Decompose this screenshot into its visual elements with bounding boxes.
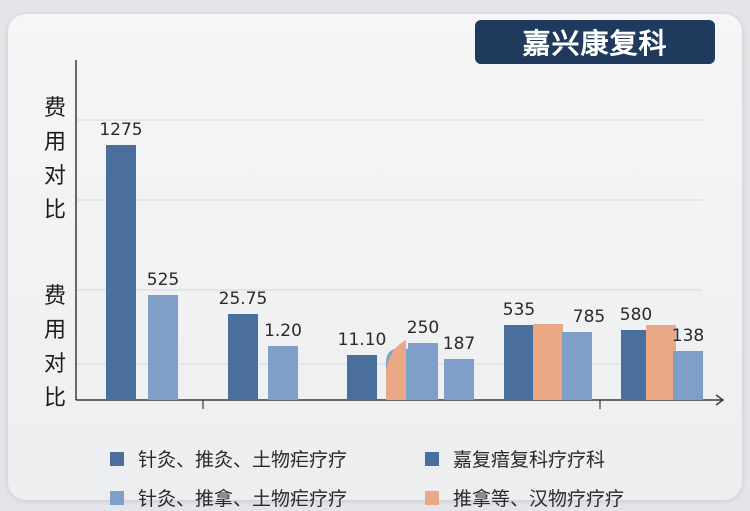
bar bbox=[533, 324, 563, 400]
legend-label-3: 针灸、推拿、土物疟疗疗 bbox=[138, 488, 348, 510]
bar bbox=[148, 295, 178, 400]
y-axis-label-top: 费用对比 bbox=[43, 96, 66, 223]
bar-value-label: 187 bbox=[443, 334, 475, 354]
legend-item-3: 针灸、推拿、土物疟疗疗 bbox=[110, 484, 347, 511]
bar bbox=[673, 351, 703, 400]
legend-item-4: 推拿等、汉物疗疗疗 bbox=[425, 484, 624, 511]
bar bbox=[408, 343, 438, 400]
legend-item-1: 针灸、推灸、土物疟疗疗 bbox=[110, 445, 347, 472]
bar-overlay bbox=[386, 340, 406, 400]
bar-value-label: 580 bbox=[620, 305, 652, 325]
bar bbox=[347, 355, 377, 400]
bar bbox=[444, 359, 474, 400]
chart-title: 嘉兴康复科 bbox=[522, 27, 668, 60]
legend-swatch-4 bbox=[425, 490, 439, 505]
legend-label-4: 推拿等、汉物疗疗疗 bbox=[453, 488, 625, 510]
bar-value-label: 25.75 bbox=[219, 289, 268, 309]
bar-value-label: 785 bbox=[573, 307, 605, 327]
bar-value-label: 1275 bbox=[99, 120, 142, 140]
bar-value-label: 535 bbox=[503, 300, 535, 320]
x-axis-arrow bbox=[715, 394, 725, 406]
bar bbox=[228, 314, 258, 400]
legend-swatch-3 bbox=[110, 490, 124, 505]
y-axis-label-bottom: 费用对比 bbox=[43, 284, 66, 411]
bar-value-label: 11.10 bbox=[338, 330, 387, 350]
bar bbox=[646, 325, 676, 400]
legend-label-2: 嘉复瘖复科疗疗科 bbox=[453, 449, 606, 471]
bar bbox=[504, 325, 534, 400]
bar bbox=[106, 145, 136, 400]
legend-label-1: 针灸、推灸、土物疟疗疗 bbox=[138, 449, 348, 471]
chart-title-box: 嘉兴康复科 bbox=[475, 20, 715, 64]
bar bbox=[562, 332, 592, 400]
bar-value-label: 250 bbox=[407, 318, 439, 338]
legend-swatch-2 bbox=[425, 451, 439, 466]
bar-value-label: 525 bbox=[147, 270, 179, 290]
legend-swatch-1 bbox=[110, 451, 124, 466]
bar-value-label: 138 bbox=[672, 326, 704, 346]
bar bbox=[268, 346, 298, 400]
legend-item-2: 嘉复瘖复科疗疗科 bbox=[425, 445, 605, 472]
bar-value-label: 1.20 bbox=[264, 321, 302, 341]
